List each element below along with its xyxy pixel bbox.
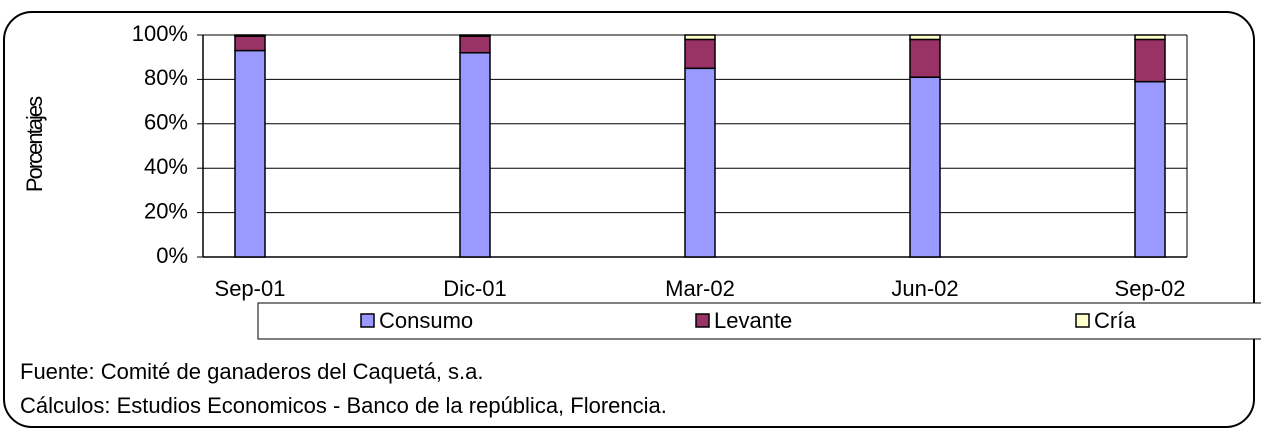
bar-segment xyxy=(1134,38,1166,83)
y-tick-label: 80% xyxy=(144,65,188,90)
footnote: Fuente: Comité de ganaderos del Caquetá,… xyxy=(20,359,484,384)
x-tick-label: Jun-02 xyxy=(891,276,958,301)
x-tick-label: Sep-02 xyxy=(1115,276,1186,301)
x-tick-label: Sep-01 xyxy=(215,276,286,301)
bar-segment xyxy=(684,67,716,258)
x-tick-label: Dic-01 xyxy=(443,276,507,301)
legend-swatch xyxy=(695,313,710,328)
x-tick-label: Mar-02 xyxy=(665,276,735,301)
y-tick-label: 0% xyxy=(156,243,188,268)
bar-segment xyxy=(234,35,266,52)
bar-segment xyxy=(234,49,266,258)
bar-segment xyxy=(1134,34,1166,41)
legend-box xyxy=(257,302,1261,340)
bar-segment xyxy=(459,35,491,54)
bar-segment xyxy=(684,34,716,41)
bar-segment xyxy=(459,52,491,258)
legend-swatch xyxy=(1075,313,1090,328)
y-tick-label: 60% xyxy=(144,110,188,135)
legend-label: Cría xyxy=(1094,308,1136,333)
bar-segment xyxy=(459,34,491,37)
y-axis-label: Porcentajes xyxy=(22,96,47,192)
footnote: Cálculos: Estudios Economicos - Banco de… xyxy=(20,393,667,418)
bar-segment xyxy=(684,38,716,70)
bar-segment xyxy=(1134,80,1166,258)
y-tick-label: 20% xyxy=(144,198,188,223)
y-tick-label: 100% xyxy=(132,21,188,46)
y-tick-label: 40% xyxy=(144,154,188,179)
legend-label: Consumo xyxy=(379,308,473,333)
legend-label: Levante xyxy=(714,308,792,333)
bar-segment xyxy=(909,76,941,258)
bar-segment xyxy=(909,38,941,78)
bar-segment xyxy=(234,34,266,37)
bar-segment xyxy=(909,34,941,41)
legend-swatch xyxy=(360,313,375,328)
